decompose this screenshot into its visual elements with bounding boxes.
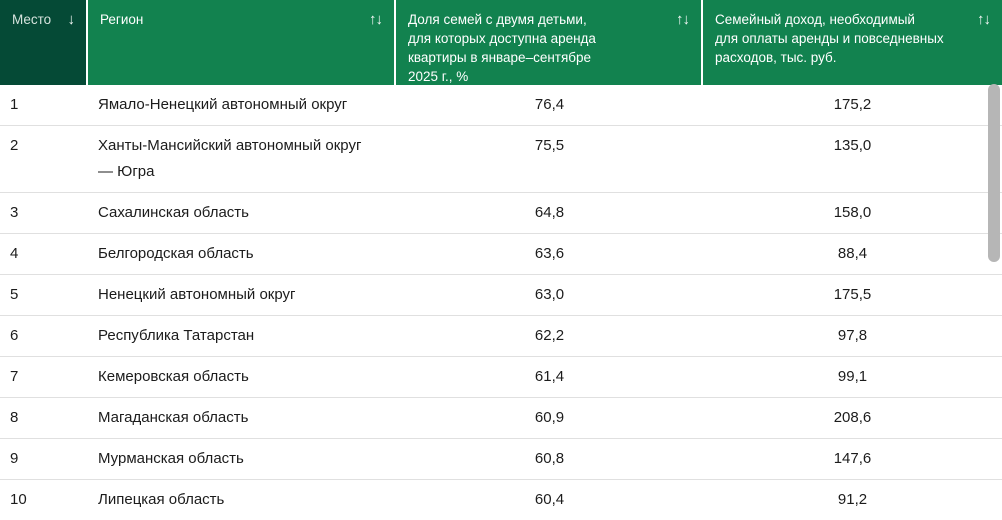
cell-rank: 5 <box>10 286 19 303</box>
table-row: 3 Сахалинская область 64,8 158,0 <box>0 193 1002 234</box>
cell-income: 147,6 <box>833 450 872 467</box>
cell-rank: 3 <box>10 204 19 221</box>
cell-rank: 1 <box>10 96 19 113</box>
cell-income: 97,8 <box>837 327 868 344</box>
cell-region: Ханты-Мансийский автономный округ — Югра <box>98 137 362 180</box>
cell-share: 76,4 <box>534 96 565 113</box>
cell-income: 208,6 <box>833 409 872 426</box>
sort-both-icon[interactable]: ↑↓ <box>977 11 991 28</box>
cell-rank: 10 <box>10 491 27 508</box>
table-row: 5 Ненецкий автономный округ 63,0 175,5 <box>0 275 1002 316</box>
cell-share: 64,8 <box>534 204 565 221</box>
sort-both-icon[interactable]: ↑↓ <box>676 11 690 28</box>
cell-rank: 7 <box>10 368 19 385</box>
column-header-region-label: Регион <box>100 12 144 27</box>
cell-share: 62,2 <box>534 327 565 344</box>
column-header-region[interactable]: Регион ↑↓ <box>88 0 396 85</box>
cell-share: 75,5 <box>534 137 565 154</box>
sort-both-icon[interactable]: ↑↓ <box>369 11 383 28</box>
cell-region: Сахалинская область <box>98 204 249 221</box>
cell-region: Липецкая область <box>98 491 225 508</box>
table-row: 8 Магаданская область 60,9 208,6 <box>0 398 1002 439</box>
table-row: 9 Мурманская область 60,8 147,6 <box>0 439 1002 480</box>
cell-income: 135,0 <box>833 137 872 154</box>
table-row: 10 Липецкая область 60,4 91,2 <box>0 480 1002 520</box>
cell-share: 60,4 <box>534 491 565 508</box>
cell-region: Ненецкий автономный округ <box>98 286 296 303</box>
cell-share: 63,0 <box>534 286 565 303</box>
table-row: 7 Кемеровская область 61,4 99,1 <box>0 357 1002 398</box>
cell-share: 60,9 <box>534 409 565 426</box>
cell-share: 63,6 <box>534 245 565 262</box>
column-header-place[interactable]: Место ↓ <box>0 0 88 85</box>
vertical-scrollbar-thumb[interactable] <box>988 84 1000 262</box>
cell-region: Магаданская область <box>98 409 249 426</box>
table-body: 1 Ямало-Ненецкий автономный округ 76,4 1… <box>0 85 1002 520</box>
cell-income: 88,4 <box>837 245 868 262</box>
cell-rank: 2 <box>10 137 19 154</box>
cell-income: 99,1 <box>837 368 868 385</box>
column-header-income-label: Семейный доход, необходимый для оплаты а… <box>715 12 944 65</box>
column-header-share[interactable]: Доля семей с двумя детьми, для которых д… <box>396 0 703 85</box>
table-row: 1 Ямало-Ненецкий автономный округ 76,4 1… <box>0 85 1002 126</box>
cell-income: 175,2 <box>833 96 872 113</box>
column-header-income[interactable]: Семейный доход, необходимый для оплаты а… <box>703 0 1002 85</box>
table-row: 6 Республика Татарстан 62,2 97,8 <box>0 316 1002 357</box>
table-row: 4 Белгородская область 63,6 88,4 <box>0 234 1002 275</box>
cell-rank: 4 <box>10 245 19 262</box>
cell-income: 158,0 <box>833 204 872 221</box>
cell-income: 175,5 <box>833 286 872 303</box>
column-header-share-label: Доля семей с двумя детьми, для которых д… <box>408 12 596 84</box>
cell-share: 61,4 <box>534 368 565 385</box>
cell-region: Мурманская область <box>98 450 244 467</box>
cell-region: Кемеровская область <box>98 368 249 385</box>
cell-rank: 9 <box>10 450 19 467</box>
cell-region: Республика Татарстан <box>98 327 255 344</box>
cell-share: 60,8 <box>534 450 565 467</box>
cell-rank: 8 <box>10 409 19 426</box>
table-header: Место ↓ Регион ↑↓ Доля семей с двумя дет… <box>0 0 1002 85</box>
table-row: 2 Ханты-Мансийский автономный округ — Юг… <box>0 126 1002 193</box>
cell-region: Белгородская область <box>98 245 254 262</box>
cell-rank: 6 <box>10 327 19 344</box>
cell-region: Ямало-Ненецкий автономный округ <box>98 96 348 113</box>
column-header-place-label: Место <box>12 12 52 27</box>
sort-descending-icon[interactable]: ↓ <box>67 11 75 28</box>
cell-income: 91,2 <box>837 491 868 508</box>
